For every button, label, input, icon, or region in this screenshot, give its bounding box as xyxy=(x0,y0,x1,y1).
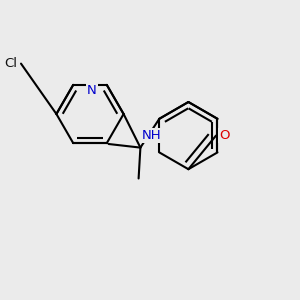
Text: N: N xyxy=(87,84,97,97)
Text: Cl: Cl xyxy=(4,57,17,70)
Text: NH: NH xyxy=(142,129,162,142)
Text: O: O xyxy=(219,129,230,142)
